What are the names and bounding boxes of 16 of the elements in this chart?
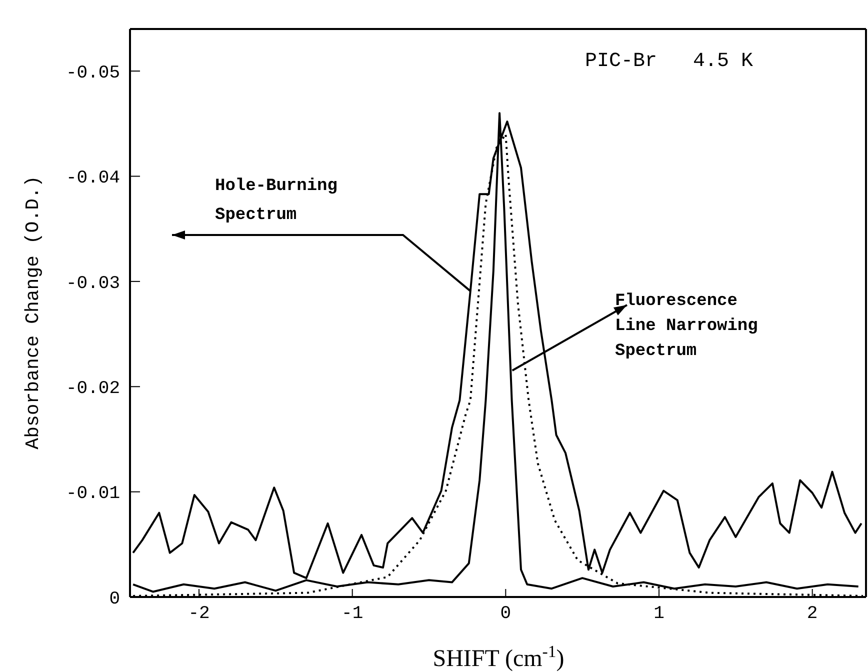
y-tick-label: -0.03 (66, 274, 120, 294)
annotation: Fluorescence Line Narrowing Spectrum (615, 292, 758, 361)
annotation: Hole-Burning Spectrum (215, 177, 338, 225)
x-tick-label: 0 (500, 604, 512, 624)
text: PIC-Br 4.5 K (585, 50, 754, 73)
y-tick-label: 0 (109, 589, 120, 610)
y-axis-title: Absorbance Change (O.D.) (22, 176, 44, 450)
x-tick-label: -1 (342, 604, 364, 624)
y-tick-label: -0.05 (66, 63, 120, 84)
x-axis-title: SHIFT (cm$^{-1}$) (432, 642, 564, 672)
y-tick-label: -0.01 (66, 484, 120, 504)
y-tick-label: -0.04 (66, 168, 120, 189)
x-tick-label: 1 (654, 604, 664, 624)
x-tick-label: 2 (806, 604, 818, 624)
y-tick-label: -0.02 (66, 379, 120, 400)
x-tick-label: -2 (188, 604, 210, 624)
